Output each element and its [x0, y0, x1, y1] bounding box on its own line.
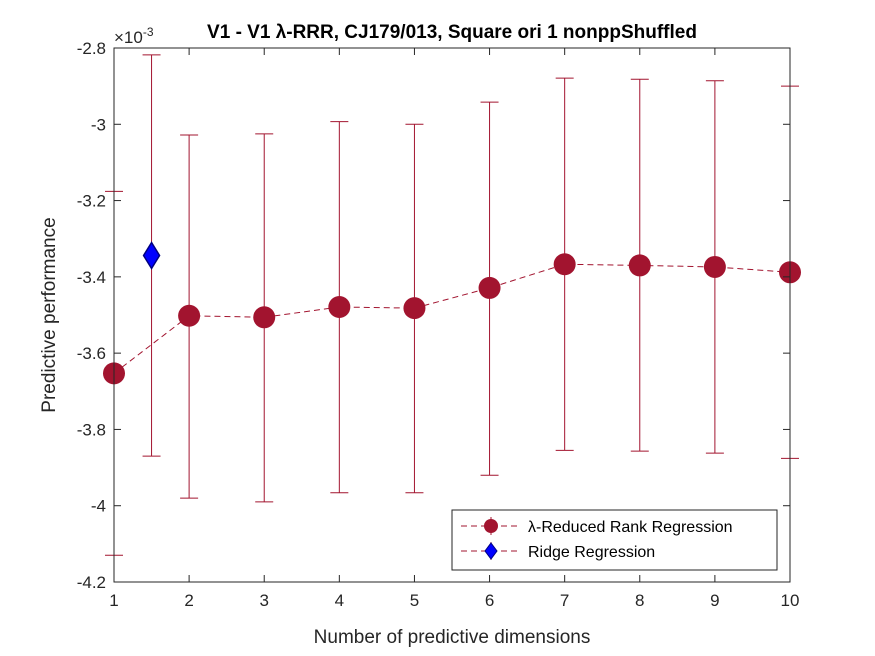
data-point-rrr: [178, 304, 201, 327]
x-tick-label: 4: [335, 591, 344, 610]
y-tick-label: -4: [91, 497, 106, 516]
y-tick-label: -3.8: [77, 420, 106, 439]
data-point-rrr: [703, 255, 726, 278]
y-tick-label: -2.8: [77, 39, 106, 58]
x-tick-label: 3: [259, 591, 268, 610]
ticks-layer: 1 2 3 4 5 6 7 8 9 10 -2.8 -3 -3.2 -3.4 -3.6 -3.8 -4 -4.2: [77, 39, 800, 610]
x-tick-label: 8: [635, 591, 644, 610]
x-axis-label: Number of predictive dimensions: [314, 627, 591, 648]
series-lines-layer: [113, 263, 791, 374]
x-tick-label: 2: [184, 591, 193, 610]
data-point-ridge: [142, 241, 161, 270]
axes-box: [113, 47, 791, 583]
plot-area: [114, 48, 790, 582]
y-tick-label: -3: [91, 115, 106, 134]
legend-marker-rrr: [484, 519, 498, 533]
x-tick-label: 1: [109, 591, 118, 610]
legend-box: [451, 509, 778, 571]
legend-label-ridge: Ridge Regression: [528, 544, 655, 561]
legend-label-rrr: λ-Reduced Rank Regression: [528, 519, 733, 536]
y-tick-label: -3.6: [77, 344, 106, 363]
legend: λ-Reduced Rank Regression Ridge Regressi…: [451, 509, 778, 571]
y-axis-label: Predictive performance: [39, 217, 60, 412]
data-point-rrr: [553, 253, 576, 276]
data-point-rrr: [478, 276, 501, 299]
x-tick-label: 7: [560, 591, 569, 610]
data-point-rrr: [403, 297, 426, 320]
x-tick-label: 9: [710, 591, 719, 610]
legend-marker-ridge: [484, 542, 498, 560]
x-tick-label: 6: [485, 591, 494, 610]
data-point-rrr: [628, 254, 651, 277]
x-tick-label: 10: [781, 591, 800, 610]
y-exponent-label: ×10-3: [114, 25, 154, 47]
y-tick-label: -3.2: [77, 192, 106, 211]
data-point-rrr: [328, 295, 351, 318]
series-line-rrr: [113, 263, 791, 374]
data-point-rrr: [253, 306, 276, 329]
x-tick-label: 5: [410, 591, 419, 610]
y-tick-label: -3.4: [77, 268, 106, 287]
y-tick-label: -4.2: [77, 573, 106, 592]
chart-title: V1 - V1 λ-RRR, CJ179/013, Square ori 1 n…: [207, 22, 697, 43]
